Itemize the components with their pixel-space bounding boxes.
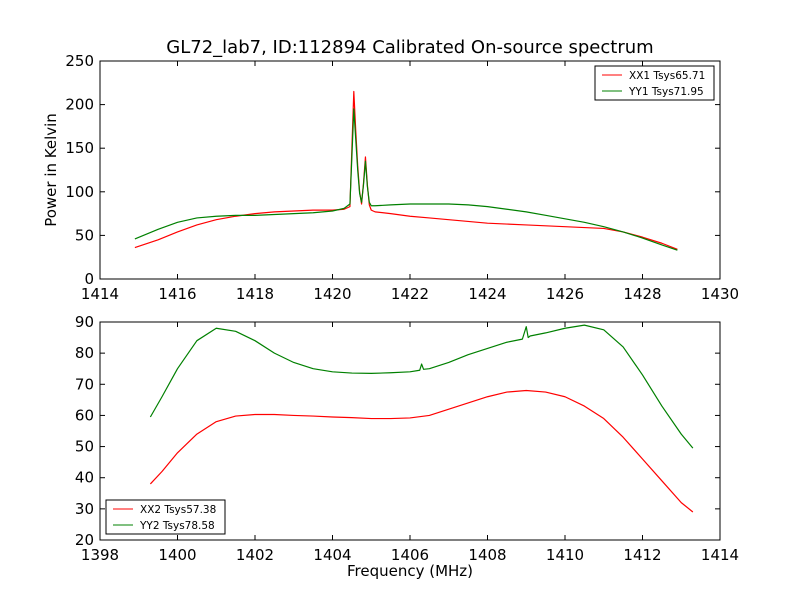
bottom-x-tick-label: 1414 [701, 546, 739, 564]
top-x-tick-label: 1428 [623, 285, 661, 303]
top-x-tick-label: 1414 [81, 285, 119, 303]
top-legend: XX1 Tsys65.71 YY1 Tsys71.95 [594, 65, 715, 101]
bottom-x-tick-label: 1398 [81, 546, 119, 564]
bottom-x-tick-label: 1406 [391, 546, 429, 564]
bottom-y-tick-label: 30 [75, 500, 94, 518]
top-y-tick-label: 50 [75, 226, 94, 244]
bottom-y-tick-label: 40 [75, 469, 94, 487]
bottom-legend: XX2 Tsys57.38 YY2 Tsys78.58 [105, 499, 226, 535]
legend-label-yy1: YY1 Tsys71.95 [628, 86, 704, 98]
top-y-tick-label: 200 [65, 96, 94, 114]
top-x-tick-label: 1420 [313, 285, 351, 303]
legend-label-xx1: XX1 Tsys65.71 [629, 70, 705, 82]
bottom-x-tick-label: 1408 [468, 546, 506, 564]
top-series-lines [134, 90, 678, 251]
top-legend-box [594, 65, 715, 101]
top-y-axis-label: Power in Kelvin [42, 113, 60, 227]
bottom-legend-box [105, 499, 226, 535]
bottom-x-tick-label: 1412 [623, 546, 661, 564]
legend-label-yy2: YY2 Tsys78.58 [139, 520, 215, 532]
bottom-x-tick-label: 1404 [313, 546, 351, 564]
bottom-x-tick-label: 1400 [158, 546, 196, 564]
top-y-tick-label: 150 [65, 139, 94, 157]
bottom-y-tick-label: 20 [75, 531, 94, 549]
bottom-series-line-0 [149, 389, 694, 513]
bottom-y-tick-label: 60 [75, 406, 94, 424]
bottom-plot-frame [99, 321, 721, 541]
bottom-y-tick-label: 90 [75, 313, 94, 331]
top-x-tick-label: 1416 [158, 285, 196, 303]
top-y-tick-label: 0 [84, 270, 94, 288]
bottom-y-tick-label: 70 [75, 375, 94, 393]
bottom-ticks: 1398 1400 1402 1404 1406 1408 1410 1412 1414 20 30… [75, 313, 739, 564]
top-x-tick-label: 1426 [546, 285, 584, 303]
top-y-tick-label: 250 [65, 52, 94, 70]
top-ticks: 1414 1416 1418 1420 1422 1424 1426 1428 1430 0 50 1… [65, 52, 739, 303]
chart-title: GL72_lab7, ID:112894 Calibrated On-sourc… [166, 37, 653, 58]
bottom-x-tick-label: 1410 [546, 546, 584, 564]
top-x-tick-label: 1430 [701, 285, 739, 303]
bottom-subplot: 1398 1400 1402 1404 1406 1408 1410 1412 1414 20 30… [75, 313, 739, 580]
top-x-tick-label: 1422 [391, 285, 429, 303]
bottom-x-axis-label: Frequency (MHz) [347, 562, 473, 580]
top-y-tick-label: 100 [65, 183, 94, 201]
top-x-tick-label: 1418 [236, 285, 274, 303]
bottom-y-tick-label: 50 [75, 438, 94, 456]
top-plot-frame [99, 60, 721, 280]
bottom-series-line-1 [149, 324, 694, 449]
bottom-x-tick-label: 1402 [236, 546, 274, 564]
bottom-series-lines [149, 324, 694, 513]
top-series-line-1 [134, 108, 678, 251]
top-subplot: 1414 1416 1418 1420 1422 1424 1426 1428 1430 0 50 1… [42, 52, 739, 303]
bottom-y-tick-label: 80 [75, 344, 94, 362]
legend-label-xx2: XX2 Tsys57.38 [140, 504, 216, 516]
top-series-line-0 [134, 90, 678, 250]
top-x-tick-label: 1424 [468, 285, 506, 303]
